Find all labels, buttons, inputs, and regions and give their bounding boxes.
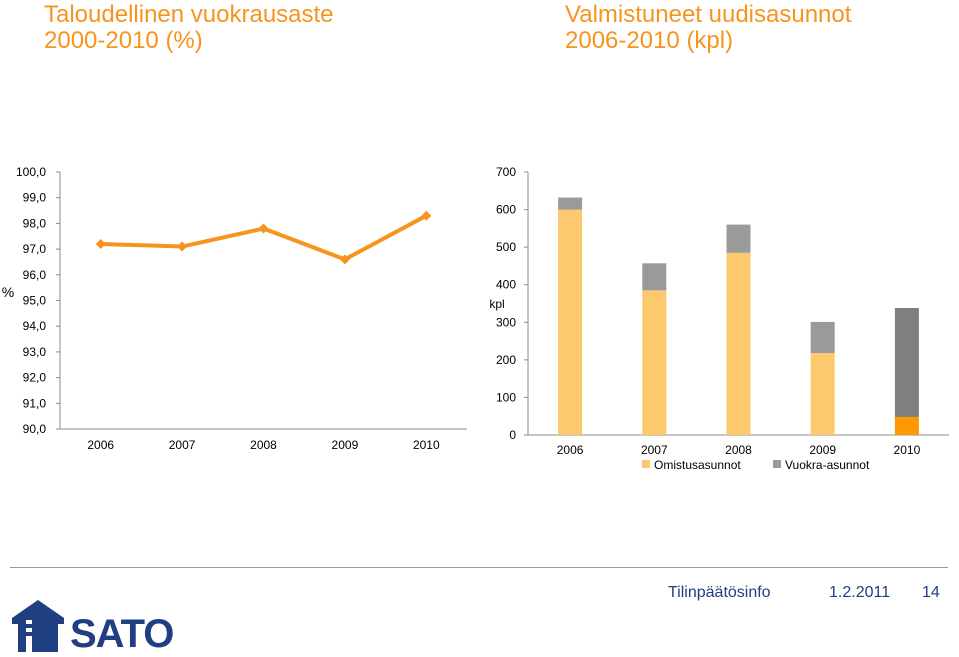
right-y-tick-label: 300 xyxy=(496,315,516,329)
owner-apartments-bar xyxy=(726,252,751,435)
footer-date: 1.2.2011 xyxy=(829,584,891,601)
owner-apartments-bar xyxy=(558,209,583,435)
right-y-tick-label: 500 xyxy=(496,240,516,254)
left-chart-title-line-2: 2000-2010 (%) xyxy=(44,27,203,54)
right-x-tick-label: 2007 xyxy=(641,443,668,457)
rental-apartments-bar xyxy=(642,263,667,291)
vacancy-rate-point xyxy=(95,238,106,249)
left-y-tick-label: 95,0 xyxy=(23,294,47,308)
right-x-tick-label: 2008 xyxy=(725,443,752,457)
left-y-tick-label: 96,0 xyxy=(23,268,47,282)
owner-apartments-bar xyxy=(894,416,919,435)
left-y-tick-label: 91,0 xyxy=(23,396,47,410)
legend-owner-label: Omistusasunnot xyxy=(654,458,741,472)
left-y-tick-label: 97,0 xyxy=(23,242,47,256)
right-y-tick-label: 100 xyxy=(496,390,516,404)
left-y-tick-label: 98,0 xyxy=(23,216,47,230)
vacancy-rate-point xyxy=(339,254,350,265)
right-x-tick-label: 2006 xyxy=(557,443,584,457)
footer-divider xyxy=(10,567,948,568)
owner-apartments-bar xyxy=(810,353,835,435)
left-y-tick-label: 94,0 xyxy=(23,319,47,333)
right-y-tick-label: 0 xyxy=(509,428,516,442)
legend-rental-label: Vuokra-asunnot xyxy=(785,458,870,472)
right-x-tick-label: 2009 xyxy=(809,443,836,457)
legend-rental-swatch xyxy=(773,460,781,468)
right-y-axis-label: kpl xyxy=(489,297,504,311)
left-y-tick-label: 90,0 xyxy=(23,422,47,436)
left-x-tick-label: 2007 xyxy=(169,438,196,452)
sato-house-logo-icon xyxy=(12,600,64,652)
vacancy-rate-point xyxy=(177,241,188,252)
vacancy-rate-point xyxy=(258,223,269,234)
footer-label: Tilinpäätösinfo xyxy=(668,584,771,601)
rental-apartments-bar xyxy=(894,308,919,417)
vacancy-rate-line xyxy=(100,213,428,262)
legend-owner-swatch xyxy=(642,460,650,468)
left-y-tick-label: 92,0 xyxy=(23,371,47,385)
rental-apartments-bar xyxy=(810,321,835,354)
right-y-tick-label: 400 xyxy=(496,278,516,292)
right-chart-title: Valmistuneet uudisasunnot 2006-2010 (kpl… xyxy=(565,2,945,54)
left-x-tick-label: 2008 xyxy=(250,438,277,452)
left-y-tick-label: 99,0 xyxy=(23,191,47,205)
left-x-tick-label: 2006 xyxy=(87,438,114,452)
right-chart-title-line-1: Valmistuneet uudisasunnot xyxy=(565,1,852,28)
right-y-tick-label: 200 xyxy=(496,353,516,367)
rental-apartments-bar xyxy=(726,224,751,253)
owner-apartments-bar xyxy=(642,290,667,435)
right-x-tick-label: 2010 xyxy=(894,443,921,457)
left-x-tick-label: 2010 xyxy=(413,438,440,452)
right-y-tick-label: 700 xyxy=(496,165,516,179)
footer-page-number: 14 xyxy=(922,584,940,601)
left-chart-title: Taloudellinen vuokrausaste 2000-2010 (%) xyxy=(44,2,484,54)
left-y-tick-label: 100,0 xyxy=(16,165,46,179)
right-y-tick-label: 600 xyxy=(496,203,516,217)
left-y-tick-label: 93,0 xyxy=(23,345,47,359)
left-y-axis-label: % xyxy=(2,284,14,300)
left-x-tick-label: 2009 xyxy=(332,438,359,452)
logo-wordmark: SATO xyxy=(70,612,174,656)
left-chart-title-line-1: Taloudellinen vuokrausaste xyxy=(44,1,334,28)
vacancy-rate-point xyxy=(421,210,432,221)
right-chart-title-line-2: 2006-2010 (kpl) xyxy=(565,27,734,54)
rental-apartments-bar xyxy=(558,197,583,210)
